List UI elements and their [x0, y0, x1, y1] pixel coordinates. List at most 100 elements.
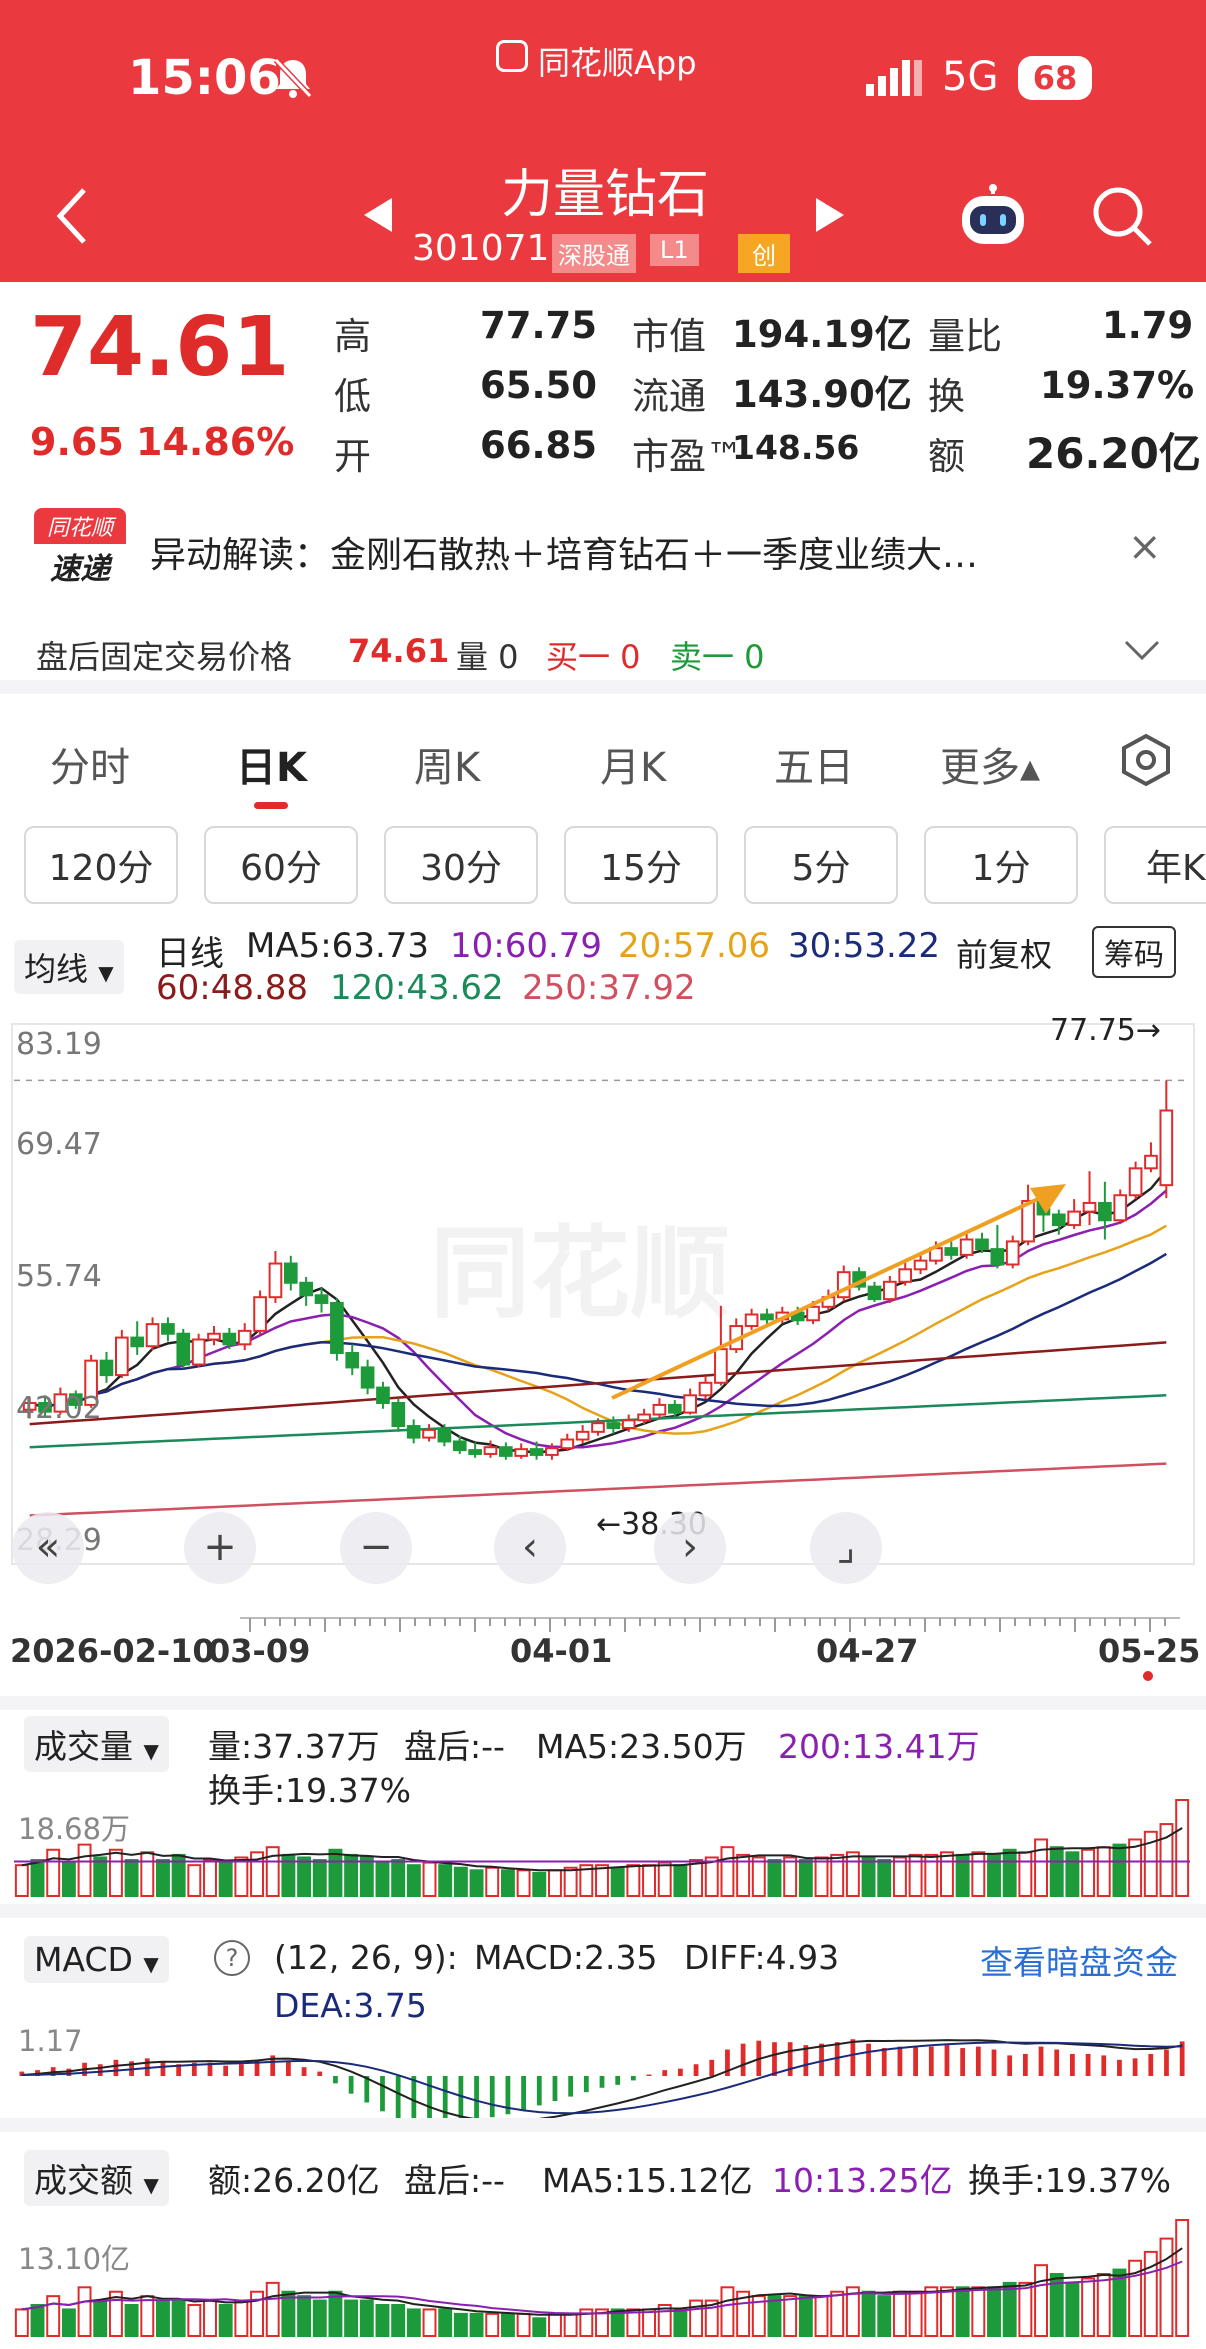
period-5min[interactable]: 5分: [744, 826, 898, 904]
tab-daily-k[interactable]: 日K: [236, 745, 307, 791]
scroll-left-icon[interactable]: ‹: [494, 1512, 566, 1584]
kline-chart[interactable]: 同花顺83.1969.4755.7442.0228.2977.75→←38.30…: [0, 1008, 1206, 1688]
period-120min[interactable]: 120分: [24, 826, 178, 904]
search-icon[interactable]: [1090, 184, 1154, 248]
ma-dropdown[interactable]: 均线 ▼: [14, 940, 124, 994]
zoom-out-icon[interactable]: −: [340, 1512, 412, 1584]
chevron-down-icon[interactable]: [1124, 638, 1160, 662]
candle-body[interactable]: [283, 1262, 298, 1284]
candle-body[interactable]: [22, 1401, 37, 1411]
news-text[interactable]: 异动解读：金刚石散热＋培育钻石＋一季度业绩大…: [150, 535, 979, 576]
zoom-out-icon-glyph[interactable]: −: [359, 1524, 393, 1570]
candle-body[interactable]: [452, 1440, 467, 1452]
candle-body[interactable]: [437, 1428, 452, 1443]
period-30min[interactable]: 30分: [384, 826, 538, 904]
tab-weekly-k[interactable]: 周K: [414, 745, 481, 791]
candle-body[interactable]: [714, 1348, 728, 1384]
candle-body[interactable]: [959, 1238, 974, 1256]
scroll-right-icon[interactable]: ›: [654, 1512, 726, 1584]
zoom-in-icon-glyph[interactable]: +: [203, 1524, 237, 1570]
tab-fenshi[interactable]: 分时: [50, 745, 130, 791]
tab-monthly-k[interactable]: 月K: [600, 745, 667, 791]
scroll-left-icon-bg[interactable]: [494, 1512, 566, 1584]
candle-body[interactable]: [975, 1238, 989, 1251]
candle-body[interactable]: [222, 1332, 237, 1346]
candle-body[interactable]: [529, 1448, 544, 1456]
zoom-in-icon-bg[interactable]: [184, 1512, 256, 1584]
candle-body[interactable]: [84, 1359, 98, 1406]
next-stock-icon[interactable]: [814, 196, 846, 234]
settings-icon[interactable]: [1118, 732, 1174, 788]
scroll-right-icon-glyph[interactable]: ›: [682, 1524, 698, 1570]
tab-five-day[interactable]: 五日: [774, 745, 854, 791]
help-icon[interactable]: ?: [214, 1940, 250, 1976]
period-year-k[interactable]: 年K: [1104, 826, 1206, 904]
prev-stock-icon[interactable]: [362, 196, 394, 234]
candle-body[interactable]: [376, 1386, 390, 1404]
candle-body[interactable]: [68, 1393, 83, 1406]
candle-body[interactable]: [575, 1430, 590, 1441]
close-icon[interactable]: ×: [1128, 524, 1162, 570]
candle-body[interactable]: [299, 1281, 313, 1297]
candle-body[interactable]: [468, 1449, 482, 1455]
candle-body[interactable]: [990, 1248, 1005, 1266]
candle-body[interactable]: [1098, 1201, 1112, 1222]
candle-body[interactable]: [130, 1336, 145, 1348]
fuquan-label[interactable]: 前复权: [956, 936, 1053, 974]
macd-dropdown[interactable]: MACD ▼: [24, 1936, 169, 1983]
candle-body[interactable]: [207, 1332, 221, 1341]
candle-body[interactable]: [606, 1422, 621, 1429]
collapse-icon-glyph[interactable]: «: [36, 1524, 60, 1570]
zoom-in-icon[interactable]: +: [184, 1512, 256, 1584]
macd-chart[interactable]: [0, 2020, 1206, 2130]
candle-body[interactable]: [1051, 1213, 1066, 1227]
candle-body[interactable]: [591, 1422, 605, 1433]
chips-button[interactable]: 筹码: [1092, 926, 1176, 978]
candle-body[interactable]: [38, 1401, 52, 1413]
candle-body[interactable]: [1005, 1240, 1020, 1266]
candle-body[interactable]: [191, 1338, 206, 1366]
candle-body[interactable]: [667, 1403, 682, 1414]
candle-body[interactable]: [652, 1403, 667, 1416]
amount-dropdown[interactable]: 成交额 ▼: [24, 2150, 169, 2206]
candle-body[interactable]: [330, 1301, 344, 1354]
scroll-left-icon-glyph[interactable]: ‹: [522, 1524, 538, 1570]
candle-body[interactable]: [53, 1393, 68, 1413]
candle-body[interactable]: [545, 1447, 559, 1456]
candle-body[interactable]: [237, 1329, 252, 1346]
volume-dropdown[interactable]: 成交量 ▼: [24, 1716, 169, 1772]
volume-chart[interactable]: [0, 1790, 1206, 1900]
candle-body[interactable]: [391, 1401, 406, 1428]
candle-body[interactable]: [1159, 1109, 1174, 1187]
collapse-icon[interactable]: «: [12, 1512, 84, 1584]
period-15min[interactable]: 15分: [564, 826, 718, 904]
fullscreen-icon[interactable]: ⌟: [810, 1512, 882, 1584]
dark-pool-link[interactable]: 查看暗盘资金: [980, 1943, 1178, 1982]
period-60min[interactable]: 60分: [204, 826, 358, 904]
back-icon[interactable]: [54, 186, 90, 246]
candle-body[interactable]: [883, 1280, 897, 1301]
candle-body[interactable]: [836, 1271, 851, 1299]
candle-body[interactable]: [499, 1446, 513, 1457]
candle-body[interactable]: [145, 1323, 160, 1348]
candle-body[interactable]: [253, 1296, 267, 1332]
candle-body[interactable]: [99, 1359, 114, 1377]
candle-body[interactable]: [621, 1419, 636, 1429]
collapse-icon-bg[interactable]: [12, 1512, 84, 1584]
candle-body[interactable]: [560, 1438, 575, 1450]
candle-body[interactable]: [161, 1323, 175, 1335]
candle-body[interactable]: [944, 1247, 959, 1256]
tab-more[interactable]: 更多▴: [940, 745, 1041, 791]
period-1min[interactable]: 1分: [924, 826, 1078, 904]
candle-body[interactable]: [744, 1313, 759, 1328]
candle-body[interactable]: [1021, 1200, 1035, 1243]
candle-body[interactable]: [867, 1285, 882, 1301]
candle-body[interactable]: [514, 1448, 529, 1457]
candle-body[interactable]: [1113, 1194, 1128, 1222]
fullscreen-icon-bg[interactable]: [810, 1512, 882, 1584]
candle-body[interactable]: [1082, 1201, 1097, 1213]
candle-body[interactable]: [314, 1294, 329, 1304]
candle-body[interactable]: [268, 1262, 283, 1299]
candle-body[interactable]: [360, 1366, 375, 1389]
candle-body[interactable]: [345, 1351, 360, 1369]
